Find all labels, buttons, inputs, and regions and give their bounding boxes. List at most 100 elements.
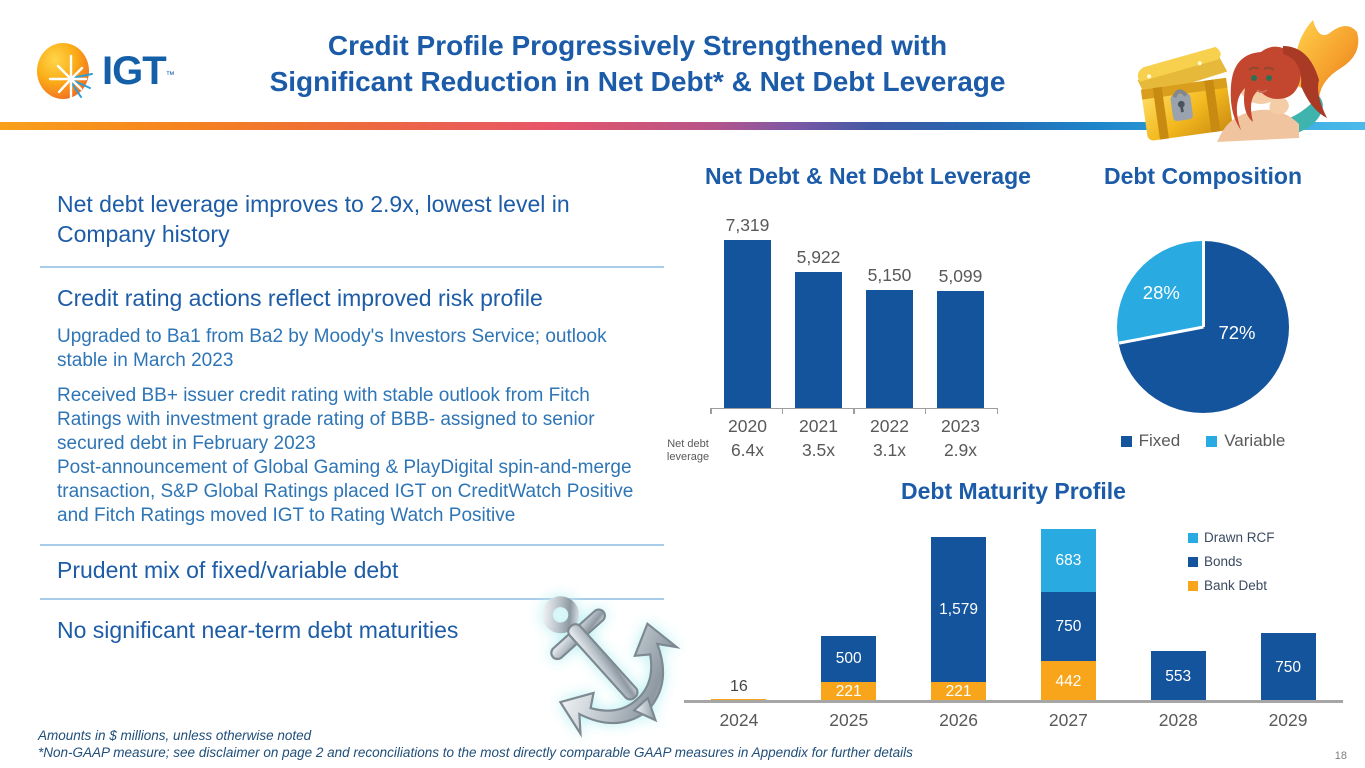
maturity-bar-2027: 442 750 683 [1040, 529, 1096, 702]
bullet-sp-global: Post-announcement of Global Gaming & Pla… [57, 457, 634, 526]
variable-swatch-icon [1206, 435, 1218, 447]
divider [40, 598, 664, 600]
debt-maturity-years: 2024 2025 2026 2027 2028 2029 [684, 710, 1343, 731]
net-debt-x-axis [710, 408, 998, 414]
year-label: 2025 [829, 710, 869, 730]
igt-logo-ball-icon [37, 43, 93, 100]
pie-label-variable: 28% [1142, 282, 1180, 304]
year-label: 2027 [1048, 710, 1088, 730]
legend-item-fixed: Fixed [1120, 431, 1181, 451]
legend-item-bank-debt: Bank Debt [1188, 578, 1275, 593]
fixed-swatch-icon [1120, 435, 1132, 447]
legend-label: Bank Debt [1204, 578, 1268, 593]
net-debt-bar-2022 [866, 290, 913, 408]
segment-bank-debt-2026: 221 [931, 682, 987, 702]
debt-maturity-legend: Drawn RCF Bonds Bank Debt [1188, 530, 1275, 593]
bank-debt-swatch-icon [1188, 580, 1198, 591]
maturity-column-2025: 221 500 [794, 636, 904, 702]
logo-wordmark: IGT [102, 49, 167, 93]
header-accent-bar [0, 122, 1365, 130]
bar-value-label: 5,922 [796, 247, 841, 267]
debt-maturity-title: Debt Maturity Profile [901, 478, 1126, 504]
leverage-value: 2.9x [943, 440, 978, 460]
segment-bank-debt-2025: 221 [821, 682, 877, 702]
maturity-column-2026: 221 1,579 [904, 537, 1014, 702]
footnote-non-gaap: *Non-GAAP measure; see disclaimer on pag… [38, 745, 913, 760]
maturity-column-2028: 553 [1123, 651, 1233, 702]
segment-bonds-2025: 500 [821, 636, 877, 682]
slide-title: Credit Profile Progressively Strengthene… [170, 28, 1105, 100]
maturity-column-2027: 442 750 683 [1013, 529, 1123, 702]
debt-composition-chart: Debt Composition 72% 28% Fixed Variable [1083, 163, 1323, 463]
footnote-amounts: Amounts in $ millions, unless otherwise … [38, 728, 312, 743]
segment-bonds-2029: 750 [1260, 633, 1316, 702]
segment-drawn-rcf-2027: 683 [1040, 529, 1096, 592]
year-label: 2021 [799, 416, 838, 436]
bullet-fitch: Received BB+ issuer credit rating with s… [57, 385, 595, 454]
bar-value-label: 5,099 [938, 266, 983, 286]
maturity-bar-2028: 553 [1150, 651, 1206, 702]
net-debt-column-2022: 5,150 [854, 198, 925, 408]
segment-bank-debt-2027: 442 [1040, 661, 1096, 702]
logo-trademark: ™ [165, 69, 175, 80]
pie-separator [1118, 325, 1204, 345]
year-label: 2022 [870, 416, 909, 436]
maturity-column-2029: 750 [1233, 633, 1343, 702]
maturity-bar-2026: 221 1,579 [931, 537, 987, 702]
legend-label: Drawn RCF [1204, 530, 1275, 545]
segment-bonds-2028: 553 [1150, 651, 1206, 702]
mermaid-treasure-illustration [1137, 20, 1359, 142]
leverage-value: 3.5x [801, 440, 836, 460]
drawn-rcf-swatch-icon [1188, 532, 1198, 543]
debt-maturity-x-axis [684, 700, 1343, 703]
legend-item-bonds: Bonds [1188, 554, 1275, 569]
igt-logo: IGT™ [34, 40, 175, 102]
leverage-value: 6.4x [730, 440, 765, 460]
legend-item-variable: Variable [1206, 431, 1285, 451]
year-label: 2020 [728, 416, 767, 436]
slide-title-line1: Credit Profile Progressively Strengthene… [327, 30, 948, 61]
legend-label-variable: Variable [1224, 431, 1286, 450]
net-debt-bars: 7,319 5,922 5,150 5,099 [712, 198, 996, 408]
year-label: 2024 [719, 710, 759, 730]
heading-prudent-mix: Prudent mix of fixed/variable debt [57, 557, 399, 583]
net-debt-years: 2020 2021 2022 2023 [712, 416, 996, 437]
net-debt-leverage-values: 6.4x 3.5x 3.1x 2.9x [712, 440, 996, 461]
net-debt-chart: Net Debt & Net Debt Leverage 7,319 5,922 5… [666, 163, 1070, 468]
net-debt-bar-2021 [795, 272, 842, 408]
segment-bonds-2027: 750 [1040, 592, 1096, 661]
segment-bonds-2026: 1,579 [931, 537, 987, 682]
heading-net-debt-leverage: Net debt leverage improves to 2.9x, lowe… [57, 191, 570, 247]
maturity-bar-2025: 221 500 [821, 636, 877, 702]
debt-maturity-bars: 16 221 500 221 1,579 442 750 683 553 750 [684, 518, 1343, 702]
leverage-value: 3.1x [872, 440, 907, 460]
pie-label-fixed: 72% [1218, 321, 1256, 343]
slide-title-line2: Significant Reduction in Net Debt* & Net… [269, 65, 1006, 97]
bar-value-label: 7,319 [725, 215, 770, 235]
bonds-swatch-icon [1188, 556, 1198, 567]
anchor-illustration [542, 596, 681, 738]
maturity-bar-2029: 750 [1260, 633, 1316, 702]
debt-composition-pie: 72% 28% [1117, 241, 1289, 413]
debt-composition-title: Debt Composition [1103, 163, 1303, 189]
heading-no-maturities: No significant near-term debt maturities [57, 617, 459, 643]
net-debt-column-2021: 5,922 [783, 198, 854, 408]
legend-label: Bonds [1204, 554, 1243, 569]
net-debt-leverage-row-label: Net debt leverage [666, 438, 710, 463]
bar-value-label: 16 [730, 678, 748, 695]
legend-item-drawn-rcf: Drawn RCF [1188, 530, 1275, 545]
year-label: 2023 [941, 416, 980, 436]
legend-label-fixed: Fixed [1138, 431, 1181, 450]
net-debt-column-2023: 5,099 [925, 198, 996, 408]
net-debt-bar-2023 [937, 291, 984, 408]
divider [40, 266, 664, 268]
debt-maturity-chart: Debt Maturity Profile 16 221 500 221 1,579 44… [666, 478, 1361, 740]
year-label: 2026 [939, 710, 979, 730]
pie-separator [1201, 241, 1205, 327]
net-debt-chart-title: Net Debt & Net Debt Leverage [705, 163, 1031, 189]
divider [40, 544, 664, 546]
net-debt-bar-2020 [724, 240, 771, 408]
year-label: 2028 [1158, 710, 1198, 730]
page-number: 18 [1334, 750, 1347, 762]
